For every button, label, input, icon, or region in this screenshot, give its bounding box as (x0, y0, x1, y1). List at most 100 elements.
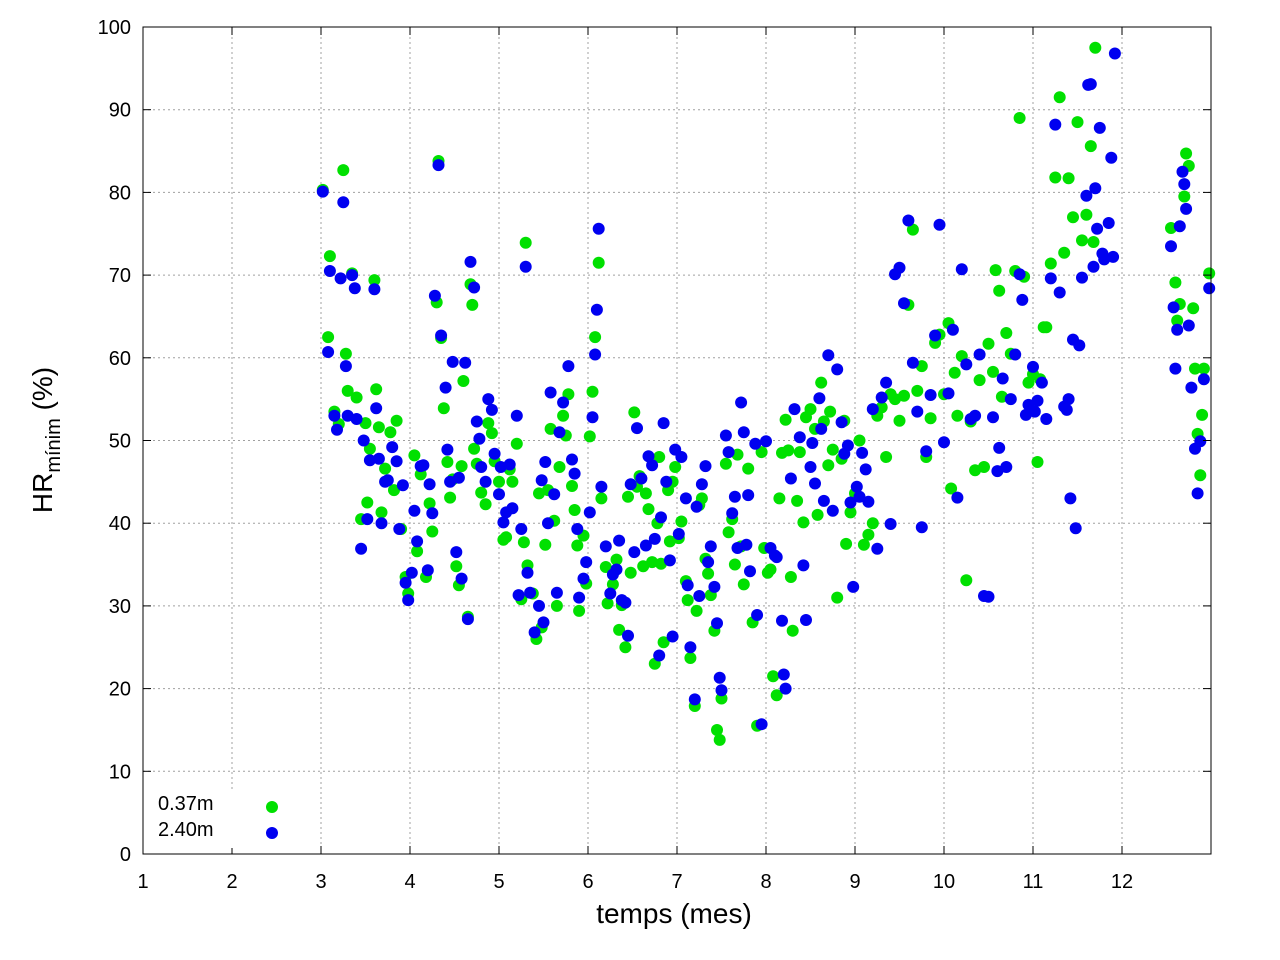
data-point (1191, 487, 1204, 500)
data-points (316, 41, 1216, 746)
y-tick-label: 90 (109, 100, 131, 122)
data-point (455, 572, 468, 585)
data-point (1035, 376, 1048, 389)
data-point (379, 462, 392, 475)
data-point (535, 474, 548, 487)
data-point (1031, 394, 1044, 407)
data-point (524, 586, 537, 599)
x-tick-label: 6 (582, 871, 593, 893)
data-point (646, 459, 659, 472)
data-point (740, 538, 753, 551)
data-point (831, 591, 844, 604)
data-point (482, 393, 495, 406)
data-point (920, 445, 933, 458)
y-axis-title-main: HR (27, 473, 58, 513)
data-point (773, 492, 786, 505)
data-point (1169, 362, 1182, 375)
data-point (782, 444, 795, 457)
data-point (1171, 323, 1184, 336)
data-point (993, 441, 1006, 454)
data-point (791, 494, 804, 507)
y-axis-title-space (27, 410, 58, 418)
data-point (946, 323, 959, 336)
data-point (470, 415, 483, 428)
data-point (539, 456, 552, 468)
data-point (764, 563, 777, 576)
x-tick-label: 11 (1023, 871, 1044, 893)
data-point (684, 652, 697, 664)
data-point (871, 542, 884, 555)
data-point (402, 594, 415, 607)
data-point (924, 389, 937, 401)
data-point (1067, 211, 1079, 224)
data-point (811, 508, 824, 521)
data-point (1087, 236, 1100, 248)
data-point (929, 329, 942, 342)
data-point (519, 236, 532, 249)
data-point (533, 599, 545, 612)
data-point (553, 426, 566, 439)
data-point (996, 372, 1009, 385)
data-point (390, 455, 403, 468)
data-point (1194, 435, 1207, 448)
data-point (417, 459, 430, 472)
data-point (539, 538, 552, 551)
data-point (862, 528, 875, 541)
data-point (672, 528, 685, 540)
data-point (982, 337, 995, 350)
data-point (1013, 112, 1026, 124)
data-point (646, 556, 659, 569)
data-point (933, 218, 946, 231)
data-point (595, 480, 608, 493)
data-point (1080, 189, 1093, 202)
data-point (1064, 492, 1077, 505)
data-point (1084, 78, 1097, 91)
y-tick-label: 30 (109, 596, 131, 618)
legend-label-series-2: 2.40m (158, 819, 214, 841)
data-point (804, 461, 817, 473)
data-point (1060, 403, 1073, 416)
data-point (573, 604, 586, 617)
data-point (784, 571, 797, 583)
data-point (663, 554, 676, 567)
data-point (1053, 91, 1066, 104)
y-tick-label: 80 (109, 182, 131, 204)
data-point (372, 421, 385, 434)
data-point (711, 617, 723, 630)
data-point (466, 298, 479, 311)
data-point (450, 546, 463, 559)
data-point (822, 349, 835, 362)
data-point (586, 385, 599, 398)
y-axis-title-sub: mínim (43, 418, 65, 472)
data-point (969, 409, 982, 422)
data-point (804, 403, 817, 416)
data-point (797, 559, 810, 572)
data-point (375, 517, 388, 530)
x-tick-label: 3 (315, 871, 326, 893)
data-point (423, 478, 436, 491)
data-point (384, 426, 397, 439)
data-point (880, 376, 893, 389)
data-point (1040, 413, 1053, 425)
data-point (648, 532, 661, 545)
data-point (951, 491, 964, 504)
data-point (628, 406, 641, 419)
data-point (1089, 41, 1102, 54)
data-point (586, 411, 599, 424)
data-point (1196, 408, 1209, 421)
data-point (488, 447, 501, 460)
data-point (817, 494, 830, 507)
data-point (606, 578, 619, 591)
data-point (388, 484, 400, 497)
data-point (1167, 301, 1180, 314)
data-point (1013, 268, 1026, 281)
data-point (592, 256, 605, 269)
data-point (989, 264, 1002, 277)
data-point (1165, 240, 1177, 253)
data-point (468, 281, 481, 294)
y-tick-label: 60 (109, 348, 131, 370)
data-point (592, 222, 605, 235)
data-point (457, 375, 470, 387)
axis-ticks (142, 26, 1211, 855)
data-point (822, 459, 835, 472)
